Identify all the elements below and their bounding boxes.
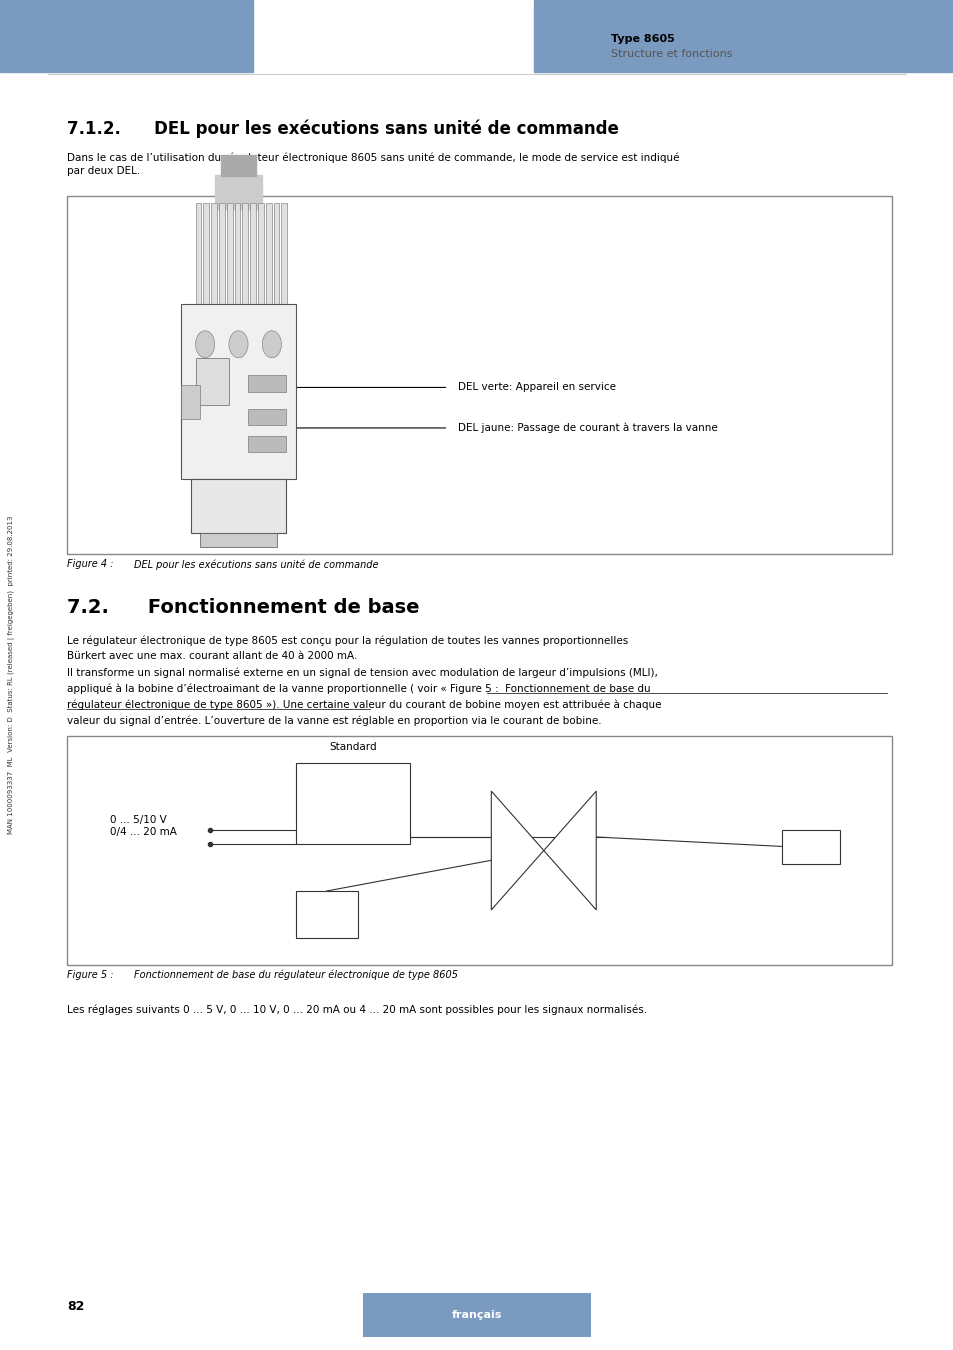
Bar bbox=[177, 39, 183, 42]
Bar bbox=[0, 0, 253, 72]
Bar bbox=[274, 202, 279, 304]
Text: Les réglages suivants 0 ... 5 V, 0 ... 10 V, 0 ... 20 mA ou 4 ... 20 mA sont pos: Les réglages suivants 0 ... 5 V, 0 ... 1… bbox=[67, 1004, 646, 1015]
Polygon shape bbox=[543, 791, 596, 910]
Text: bürkert: bürkert bbox=[126, 38, 208, 57]
Text: P₁: P₁ bbox=[321, 910, 332, 919]
Text: Figure 4 :: Figure 4 : bbox=[67, 559, 113, 570]
Bar bbox=[165, 39, 172, 42]
Bar bbox=[200, 533, 276, 547]
Circle shape bbox=[229, 331, 248, 358]
Text: régulateur électronique de type 8605 »). Une certaine valeur du courant de bobin: régulateur électronique de type 8605 »).… bbox=[67, 699, 660, 710]
Bar bbox=[67, 196, 891, 554]
Text: français: français bbox=[452, 1310, 501, 1320]
Bar bbox=[248, 409, 286, 425]
Text: 0 ... 5/10 V
0/4 ... 20 mA: 0 ... 5/10 V 0/4 ... 20 mA bbox=[110, 815, 176, 837]
Bar bbox=[534, 0, 953, 72]
Bar bbox=[781, 830, 839, 864]
Bar bbox=[295, 763, 410, 844]
Bar bbox=[214, 176, 262, 209]
Text: Figure 5 :: Figure 5 : bbox=[67, 969, 113, 980]
Bar bbox=[219, 202, 225, 304]
Bar bbox=[242, 202, 248, 304]
Text: DEL jaune: Passage de courant à travers la vanne: DEL jaune: Passage de courant à travers … bbox=[457, 423, 717, 433]
Text: Structure et fonctions: Structure et fonctions bbox=[610, 49, 731, 59]
Bar bbox=[234, 202, 240, 304]
Circle shape bbox=[262, 331, 281, 358]
Text: Fonctionnement de base du régulateur électronique de type 8605: Fonctionnement de base du régulateur éle… bbox=[133, 969, 457, 980]
Text: Dans le cas de l’utilisation du régulateur électronique 8605 sans unité de comma: Dans le cas de l’utilisation du régulate… bbox=[67, 153, 679, 163]
Polygon shape bbox=[491, 791, 543, 910]
Bar bbox=[211, 202, 216, 304]
Text: Le régulateur électronique de type 8605 est conçu pour la régulation de toutes l: Le régulateur électronique de type 8605 … bbox=[67, 636, 627, 647]
Bar bbox=[257, 202, 263, 304]
Text: 7.1.2.  DEL pour les exécutions sans unité de commande: 7.1.2. DEL pour les exécutions sans unit… bbox=[67, 119, 618, 138]
Text: 7.2.  Fonctionnement de base: 7.2. Fonctionnement de base bbox=[67, 598, 418, 617]
Bar bbox=[266, 202, 272, 304]
Bar bbox=[248, 436, 286, 452]
Text: par deux DEL.: par deux DEL. bbox=[67, 166, 140, 177]
Bar bbox=[221, 155, 255, 176]
Text: valeur du signal d’entrée. L’ouverture de la vanne est réglable en proportion vi: valeur du signal d’entrée. L’ouverture d… bbox=[67, 716, 600, 726]
Bar bbox=[195, 358, 229, 405]
Bar bbox=[141, 39, 148, 42]
Text: DEL verte: Appareil en service: DEL verte: Appareil en service bbox=[457, 382, 616, 393]
Text: 82: 82 bbox=[67, 1300, 84, 1314]
Bar bbox=[248, 375, 286, 391]
Bar bbox=[67, 736, 891, 965]
Bar bbox=[189, 39, 195, 42]
Bar bbox=[152, 39, 159, 42]
Bar bbox=[195, 202, 201, 304]
Text: Il transforme un signal normalisé externe en un signal de tension avec modulatio: Il transforme un signal normalisé extern… bbox=[67, 667, 657, 678]
Text: FLUID CONTROL SYSTEMS: FLUID CONTROL SYSTEMS bbox=[132, 55, 202, 61]
Bar bbox=[181, 304, 295, 479]
Text: MAN 1000093337  ML  Version: D  Status: RL (released | freigegeben)  printed: 29: MAN 1000093337 ML Version: D Status: RL … bbox=[8, 516, 15, 834]
Bar bbox=[191, 479, 286, 533]
Bar bbox=[203, 202, 209, 304]
Circle shape bbox=[195, 331, 214, 358]
Text: Load: Load bbox=[797, 842, 823, 852]
Bar bbox=[181, 385, 200, 418]
Bar bbox=[295, 891, 357, 938]
Text: Bürkert avec une max. courant allant de 40 à 2000 mA.: Bürkert avec une max. courant allant de … bbox=[67, 651, 356, 661]
Bar bbox=[227, 202, 233, 304]
Text: Type 8605: Type 8605 bbox=[610, 34, 674, 45]
Text: appliqué à la bobine d’électroaimant de la vanne proportionnelle ( voir « Figure: appliqué à la bobine d’électroaimant de … bbox=[67, 683, 650, 694]
Text: Standard: Standard bbox=[329, 743, 376, 752]
Bar bbox=[281, 202, 287, 304]
Bar bbox=[362, 1293, 591, 1336]
Bar bbox=[250, 202, 255, 304]
Text: DEL pour les exécutions sans unité de commande: DEL pour les exécutions sans unité de co… bbox=[133, 559, 377, 570]
